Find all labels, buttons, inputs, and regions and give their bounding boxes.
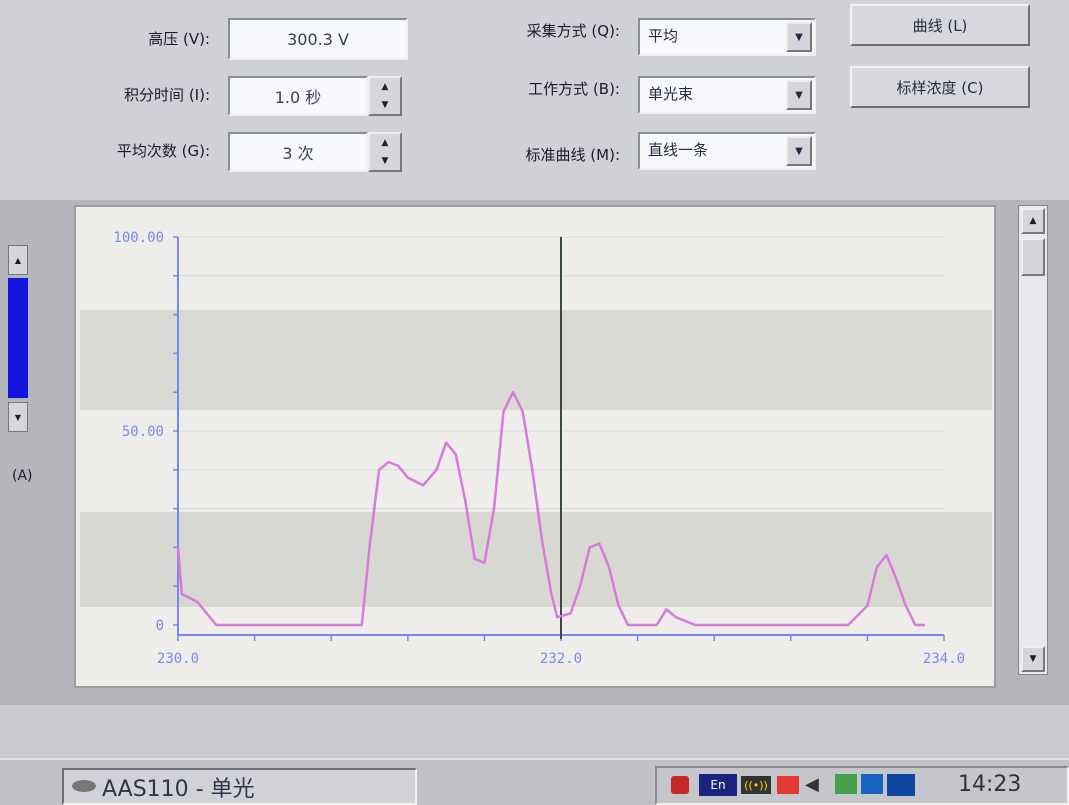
y-tick-label: 0 (156, 618, 164, 634)
standard-curve-select[interactable]: 直线一条 ▼ (638, 132, 816, 170)
glare-band (80, 310, 992, 410)
x-tick-label: 230.0 (157, 651, 199, 667)
acquisition-mode-label: 采集方式 (Q): (526, 22, 620, 40)
standard-curve-label: 标准曲线 (M): (525, 146, 620, 164)
acquisition-mode-select[interactable]: 平均 ▼ (638, 18, 816, 56)
spin-down-icon[interactable]: ▼ (381, 156, 389, 166)
scroll-thumb[interactable] (1021, 238, 1045, 276)
calibrate-concentration-button[interactable]: 标样浓度 (C) (850, 66, 1030, 108)
average-count-label: 平均次数 (G): (116, 142, 210, 160)
tray-tool-icon[interactable] (887, 774, 915, 796)
glare-band (80, 512, 992, 607)
spectrum-line (176, 390, 925, 627)
x-tick-label: 232.0 (540, 651, 582, 667)
acquisition-mode-value: 平均 (648, 27, 679, 45)
tray-monitor-icon[interactable] (835, 774, 857, 794)
taskbar-app-label: AAS110 - 单光 (102, 776, 255, 802)
chart-frame (74, 205, 996, 688)
spectrum-chart: 100.00 50.00 0 230.0 232.0 234.0 (113, 230, 965, 667)
security-icon[interactable] (777, 776, 799, 794)
integration-time-spinner[interactable]: ▲ ▼ (368, 76, 402, 116)
y-tick-label: 100.00 (113, 230, 164, 246)
average-count-field[interactable]: 3 次 (228, 132, 368, 172)
left-label: (A) (12, 468, 33, 484)
left-scroll-down-icon[interactable]: ▼ (8, 402, 28, 432)
taskbar-app-button[interactable]: AAS110 - 单光 (62, 768, 417, 805)
voltage-label: 高压 (V): (148, 30, 210, 48)
chevron-down-icon[interactable]: ▼ (786, 22, 812, 52)
language-indicator[interactable]: En (699, 774, 737, 796)
spin-up-icon[interactable]: ▲ (381, 82, 389, 92)
clock: 14:23 (958, 772, 1022, 797)
speaker-icon[interactable]: ◀ (805, 774, 819, 795)
tray-app-icon[interactable] (671, 776, 689, 794)
voltage-field[interactable]: 300.3 V (228, 18, 408, 60)
spin-down-icon[interactable]: ▼ (381, 100, 389, 110)
left-scroll-up-icon[interactable]: ▲ (8, 245, 28, 275)
standard-curve-value: 直线一条 (648, 141, 709, 159)
work-mode-select[interactable]: 单光束 ▼ (638, 76, 816, 114)
integration-time-label: 积分时间 (I): (124, 86, 210, 104)
curve-button[interactable]: 曲线 (L) (850, 4, 1030, 46)
app-icon (72, 780, 96, 792)
average-count-spinner[interactable]: ▲ ▼ (368, 132, 402, 172)
spin-up-icon[interactable]: ▲ (381, 138, 389, 148)
work-mode-value: 单光束 (648, 85, 694, 103)
tray-display-icon[interactable] (861, 774, 883, 794)
system-tray: En ((•)) ◀ (655, 766, 1069, 805)
scroll-down-icon[interactable]: ▼ (1021, 646, 1045, 672)
chevron-down-icon[interactable]: ▼ (786, 136, 812, 166)
chevron-down-icon[interactable]: ▼ (786, 80, 812, 110)
scroll-up-icon[interactable]: ▲ (1021, 208, 1045, 234)
x-tick-label: 234.0 (923, 651, 965, 667)
integration-time-field[interactable]: 1.0 秒 (228, 76, 368, 116)
y-tick-label: 50.00 (122, 424, 164, 440)
network-icon[interactable]: ((•)) (741, 776, 771, 794)
work-mode-label: 工作方式 (B): (528, 80, 620, 98)
vertical-scrollbar[interactable]: ▲ ▼ (1018, 205, 1048, 675)
left-level-bar (8, 278, 28, 398)
